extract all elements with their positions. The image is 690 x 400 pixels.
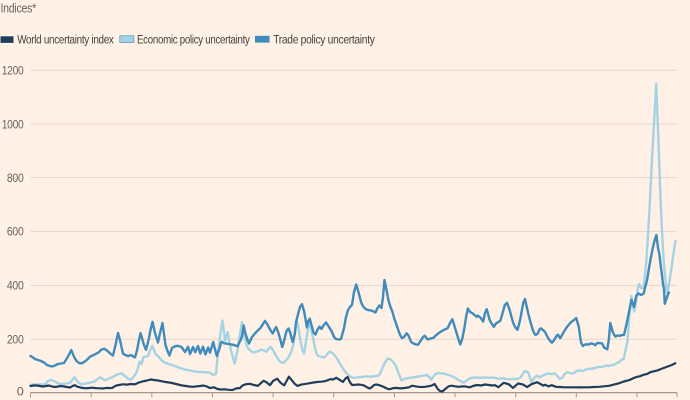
svg-text:Indices*: Indices* — [1, 2, 37, 16]
svg-text:200: 200 — [7, 333, 24, 347]
svg-text:0: 0 — [17, 385, 24, 399]
svg-text:1000: 1000 — [2, 117, 24, 131]
svg-text:World uncertainty index: World uncertainty index — [17, 33, 114, 47]
svg-text:Economic policy uncertainty: Economic policy uncertainty — [137, 33, 251, 47]
svg-text:600: 600 — [7, 225, 24, 239]
svg-text:1200: 1200 — [2, 64, 24, 78]
svg-text:400: 400 — [7, 279, 24, 293]
svg-text:800: 800 — [7, 171, 24, 185]
svg-text:Trade policy uncertainty: Trade policy uncertainty — [273, 33, 375, 47]
